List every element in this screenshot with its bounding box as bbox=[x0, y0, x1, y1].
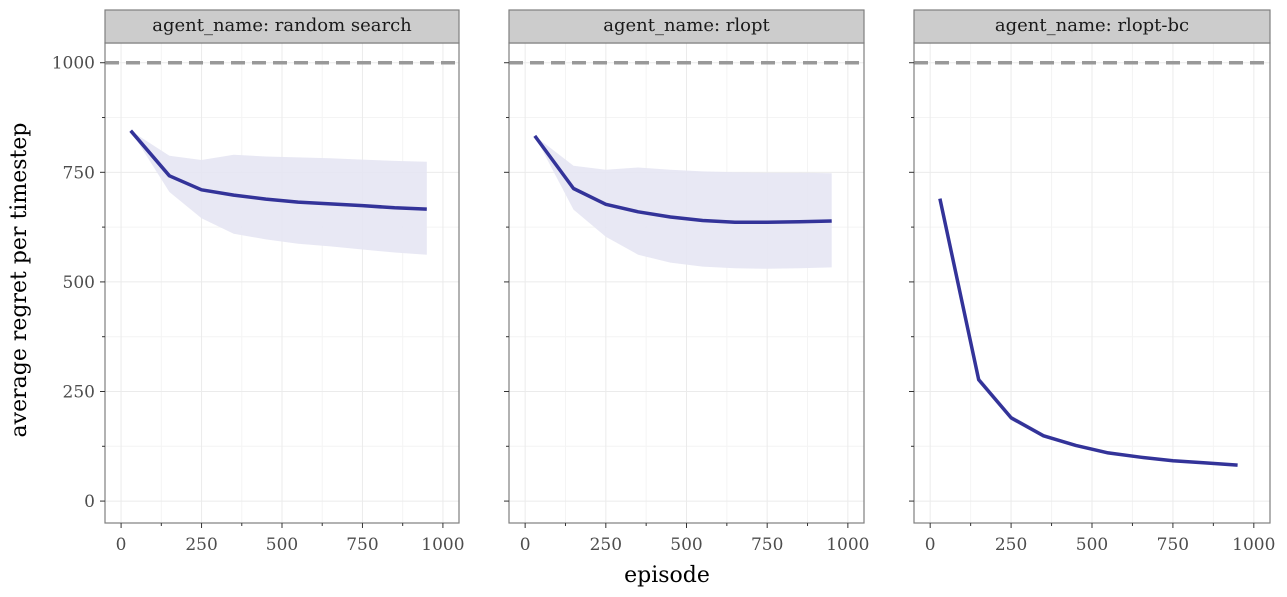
x-tick-label: 500 bbox=[1076, 535, 1108, 555]
confidence-band bbox=[130, 130, 427, 255]
x-tick-label: 750 bbox=[751, 535, 783, 555]
x-tick-label: 500 bbox=[670, 535, 702, 555]
facet-strip-label: agent_name: random search bbox=[152, 15, 412, 36]
facet-strip-label: agent_name: rlopt-bc bbox=[995, 15, 1189, 36]
y-axis-title: average regret per timestep bbox=[7, 123, 32, 438]
x-tick-label: 250 bbox=[590, 535, 622, 555]
facet-panels: agent_name: random search 0 250 500 750 1000 0… bbox=[52, 9, 1275, 555]
x-tick-label: 250 bbox=[185, 535, 217, 555]
x-tick-label: 750 bbox=[346, 535, 378, 555]
x-tick-label: 500 bbox=[266, 535, 298, 555]
facet-panel-2: agent_name: rlopt 0 250 500 750 1000 bbox=[504, 9, 869, 555]
y-tick-label: 250 bbox=[63, 382, 95, 402]
facet-strip bbox=[913, 9, 1271, 44]
facet-strip bbox=[508, 9, 865, 44]
series-line bbox=[938, 198, 1238, 467]
x-tick-label: 750 bbox=[1157, 535, 1189, 555]
y-tick-label: 500 bbox=[63, 273, 95, 293]
y-tick-label: 750 bbox=[63, 163, 95, 183]
facet-strip bbox=[104, 9, 460, 44]
x-tick-label: 0 bbox=[116, 535, 127, 555]
x-tick-label: 1000 bbox=[421, 535, 464, 555]
x-tick-label: 1000 bbox=[826, 535, 869, 555]
facet-panel-3: agent_name: rlopt-bc 0 250 500 750 1000 bbox=[909, 9, 1275, 555]
x-tick-label: 250 bbox=[995, 535, 1027, 555]
x-tick-label: 0 bbox=[925, 535, 936, 555]
confidence-band bbox=[534, 135, 832, 269]
y-tick-label: 1000 bbox=[52, 54, 95, 74]
facet-panel-1: agent_name: random search 0 250 500 750 1000 0… bbox=[52, 9, 465, 555]
x-tick-label: 0 bbox=[520, 535, 531, 555]
series-line bbox=[533, 134, 832, 225]
x-axis-title: episode bbox=[624, 563, 710, 588]
series-line bbox=[129, 129, 427, 211]
x-tick-label: 1000 bbox=[1232, 535, 1275, 555]
facet-strip-label: agent_name: rlopt bbox=[603, 15, 770, 36]
y-tick-label: 0 bbox=[84, 492, 95, 512]
